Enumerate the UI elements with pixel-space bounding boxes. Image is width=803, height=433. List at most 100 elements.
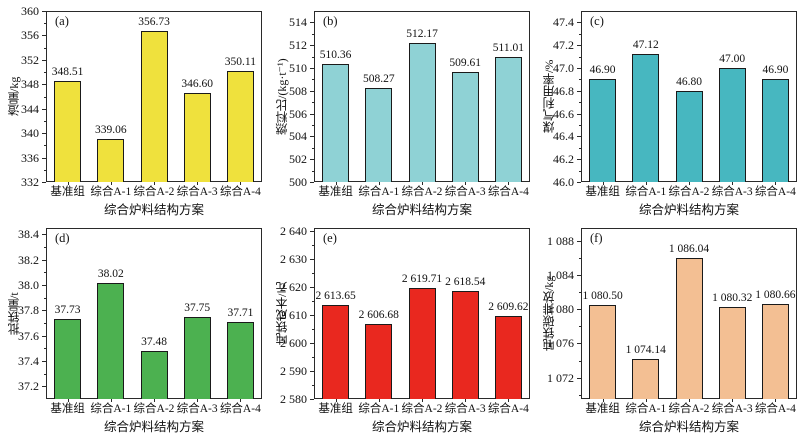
y-minor-tick xyxy=(44,120,46,122)
bar xyxy=(494,56,522,182)
bar-value-label: 512.17 xyxy=(406,28,438,41)
y-minor-tick xyxy=(44,96,46,98)
bar xyxy=(589,304,617,399)
bar xyxy=(226,71,254,182)
bar-value-label: 1 086.04 xyxy=(668,242,710,255)
x-tick xyxy=(422,399,423,402)
y-minor-tick xyxy=(312,79,314,81)
bar xyxy=(97,138,125,182)
y-major-tick xyxy=(577,90,581,92)
panel-letter: (d) xyxy=(55,231,70,245)
y-major-tick xyxy=(577,240,581,242)
y-tick-label: 2 610 xyxy=(280,307,307,322)
x-tick xyxy=(508,182,510,185)
x-tick xyxy=(689,399,690,402)
y-major-tick xyxy=(577,182,581,183)
y-minor-tick xyxy=(44,297,46,299)
bar xyxy=(718,306,746,399)
y-tick-label: 38.2 xyxy=(18,252,39,267)
bar-value-label: 37.75 xyxy=(184,301,211,314)
x-category-label: 综合A-4 xyxy=(219,186,261,198)
y-minor-tick xyxy=(312,272,314,274)
y-major-tick xyxy=(310,399,314,400)
bar-value-label: 46.90 xyxy=(762,64,789,77)
chart-panel: (a) 渣量/kg 332 336 340 344 348 352 356 360 348.51 基准… xyxy=(0,0,268,217)
y-major-tick xyxy=(577,275,581,276)
x-category-label: 基准组 xyxy=(585,186,620,198)
bar xyxy=(675,257,703,399)
bar-value-label: 356.73 xyxy=(138,16,170,28)
y-tick-label: 38.0 xyxy=(18,278,39,292)
x-category-label: 综合A-2 xyxy=(133,403,175,415)
bar-value-label: 38.02 xyxy=(97,267,124,280)
y-tick-label: 46.8 xyxy=(553,83,574,98)
y-major-tick xyxy=(577,309,581,311)
y-tick-label: 2 620 xyxy=(280,279,307,294)
x-category-label: 综合A-2 xyxy=(401,186,443,198)
bar-value-label: 346.60 xyxy=(181,77,213,90)
bar xyxy=(322,304,350,399)
y-major-tick xyxy=(310,68,314,69)
y-minor-tick xyxy=(44,348,46,350)
y-tick-label: 332 xyxy=(21,175,39,189)
bar-value-label: 511.01 xyxy=(492,41,524,54)
bar-value-label: 1 080.32 xyxy=(712,291,753,304)
y-tick-label: 2 640 xyxy=(280,223,307,238)
x-tick xyxy=(775,182,777,185)
y-minor-tick xyxy=(44,47,46,49)
bar xyxy=(183,316,211,399)
x-category-label: 基准组 xyxy=(318,403,353,415)
y-tick-label: 2 600 xyxy=(280,335,307,350)
x-axis-title: 综合炉料结构方案 xyxy=(638,420,739,433)
x-category-label: 综合A-1 xyxy=(358,186,400,198)
bar-value-label: 47.12 xyxy=(632,39,659,52)
bar xyxy=(365,87,393,182)
y-tick-label: 1 088 xyxy=(547,233,574,248)
x-tick xyxy=(775,399,777,402)
y-tick-label: 360 xyxy=(21,4,39,18)
y-major-tick xyxy=(42,133,46,135)
y-minor-tick xyxy=(312,102,314,104)
y-minor-tick xyxy=(579,56,581,58)
y-major-tick xyxy=(42,386,46,388)
bar-value-label: 46.80 xyxy=(676,75,702,88)
x-category-label: 基准组 xyxy=(318,186,353,198)
y-tick-label: 1 076 xyxy=(547,336,574,351)
y-tick-label: 344 xyxy=(21,101,39,116)
y-tick-label: 340 xyxy=(21,126,39,141)
y-major-tick xyxy=(42,259,46,261)
y-minor-tick xyxy=(312,300,314,302)
x-category-label: 综合A-2 xyxy=(401,403,443,415)
bar xyxy=(408,287,436,399)
chart-panel: (e) 吨铁成本/元 2 580 2 590 2 600 2 610 2 620 2 630 2… xyxy=(268,217,536,433)
y-tick-label: 508 xyxy=(289,83,307,98)
y-tick-label: 37.4 xyxy=(18,354,39,368)
y-major-tick xyxy=(42,361,46,362)
x-category-label: 综合A-4 xyxy=(219,403,261,415)
x-axis-title: 综合炉料结构方案 xyxy=(638,203,739,217)
chart-panel: (d) 批铁量/t 37.2 37.4 37.6 37.8 38.0 38.2 38.4 37.7… xyxy=(0,217,268,433)
y-minor-tick xyxy=(579,102,581,104)
bar xyxy=(140,31,168,182)
y-minor-tick xyxy=(44,23,46,25)
y-tick-label: 2 630 xyxy=(280,251,307,266)
y-minor-tick xyxy=(312,147,314,149)
x-tick xyxy=(197,399,199,402)
y-minor-tick xyxy=(579,170,581,172)
x-tick xyxy=(645,399,647,402)
y-tick-label: 46.2 xyxy=(553,152,574,167)
bar-value-label: 510.36 xyxy=(319,48,352,61)
y-tick-label: 506 xyxy=(289,106,307,121)
x-category-label: 综合A-4 xyxy=(487,403,529,415)
bar xyxy=(322,63,350,182)
x-category-label: 综合A-4 xyxy=(754,403,796,415)
panel-letter: (c) xyxy=(590,14,604,28)
bar-value-label: 37.73 xyxy=(54,304,81,317)
y-tick-label: 510 xyxy=(289,61,307,75)
y-major-tick xyxy=(310,22,314,24)
chart-panel: (f) 吨铁碳排放/kg 1 072 1 076 1 080 1 084 1 088 1 08… xyxy=(535,217,803,433)
x-tick xyxy=(465,399,467,402)
bar-value-label: 339.06 xyxy=(94,123,127,136)
x-tick xyxy=(67,182,69,185)
